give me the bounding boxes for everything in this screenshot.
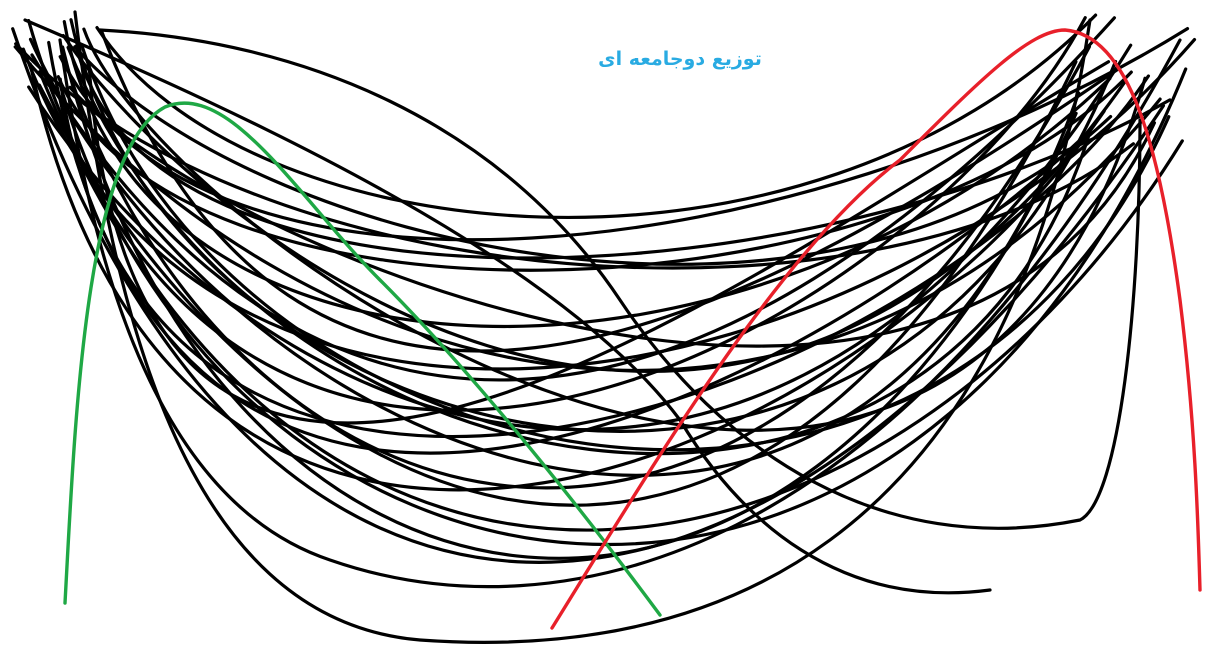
- base-curve: [87, 60, 1111, 425]
- base-curve: [47, 40, 1087, 455]
- base-curve: [80, 43, 1171, 452]
- base-curve: [23, 18, 992, 595]
- base-curve: [58, 67, 1188, 546]
- base-curve: [99, 28, 1120, 353]
- base-curve: [58, 27, 1190, 242]
- left-peak-curve: [63, 101, 662, 617]
- base-curve: [30, 16, 1116, 382]
- diagram-title: توزیع دوجامعه ای: [598, 48, 762, 70]
- base-curve: [66, 45, 1092, 456]
- base-curve: [61, 45, 1078, 560]
- base-curve: [98, 28, 1142, 530]
- base-curve: [73, 10, 1092, 644]
- base-curve: [62, 20, 1112, 329]
- base-curve: [13, 45, 1162, 372]
- base-curve: [61, 33, 1127, 373]
- right-peak-curve: [550, 28, 1202, 630]
- base-curve: [95, 13, 1098, 219]
- base-curve: [56, 70, 1133, 272]
- base-curve: [14, 42, 1135, 270]
- black-curves-group: [11, 10, 1197, 644]
- base-curve: [11, 27, 1165, 564]
- base-curve: [58, 38, 1182, 589]
- base-curve: [28, 37, 1081, 477]
